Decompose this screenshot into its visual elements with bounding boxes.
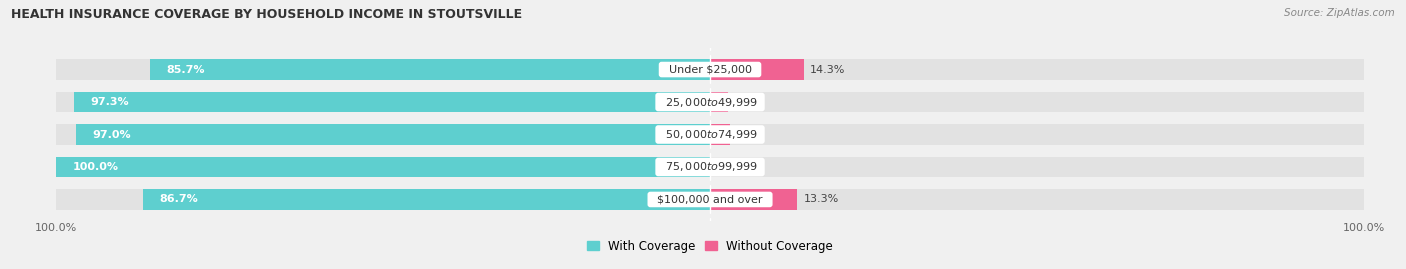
Text: HEALTH INSURANCE COVERAGE BY HOUSEHOLD INCOME IN STOUTSVILLE: HEALTH INSURANCE COVERAGE BY HOUSEHOLD I… — [11, 8, 523, 21]
Text: $100,000 and over: $100,000 and over — [651, 194, 769, 204]
Text: 13.3%: 13.3% — [803, 194, 839, 204]
Bar — [143, 189, 710, 210]
Text: 97.0%: 97.0% — [93, 129, 131, 140]
Legend: With Coverage, Without Coverage: With Coverage, Without Coverage — [586, 240, 834, 253]
Bar — [710, 125, 730, 144]
Bar — [75, 92, 710, 112]
Bar — [56, 157, 710, 177]
Bar — [56, 125, 1364, 144]
Bar — [56, 92, 1364, 112]
Text: 14.3%: 14.3% — [810, 65, 845, 75]
Text: $25,000 to $49,999: $25,000 to $49,999 — [658, 95, 762, 108]
Text: $75,000 to $99,999: $75,000 to $99,999 — [658, 161, 762, 174]
Text: 100.0%: 100.0% — [73, 162, 118, 172]
Text: Source: ZipAtlas.com: Source: ZipAtlas.com — [1284, 8, 1395, 18]
Bar — [710, 59, 803, 80]
Text: $50,000 to $74,999: $50,000 to $74,999 — [658, 128, 762, 141]
Text: 3.0%: 3.0% — [737, 129, 765, 140]
Text: 0.0%: 0.0% — [717, 162, 745, 172]
Text: 86.7%: 86.7% — [159, 194, 198, 204]
Bar — [710, 189, 797, 210]
Bar — [56, 157, 1364, 177]
Bar — [56, 189, 1364, 210]
Text: Under $25,000: Under $25,000 — [662, 65, 758, 75]
Text: 97.3%: 97.3% — [90, 97, 129, 107]
Bar — [76, 125, 710, 144]
Bar — [56, 59, 1364, 80]
Bar — [710, 92, 728, 112]
Bar — [149, 59, 710, 80]
Text: 2.7%: 2.7% — [734, 97, 762, 107]
Text: 85.7%: 85.7% — [166, 65, 205, 75]
